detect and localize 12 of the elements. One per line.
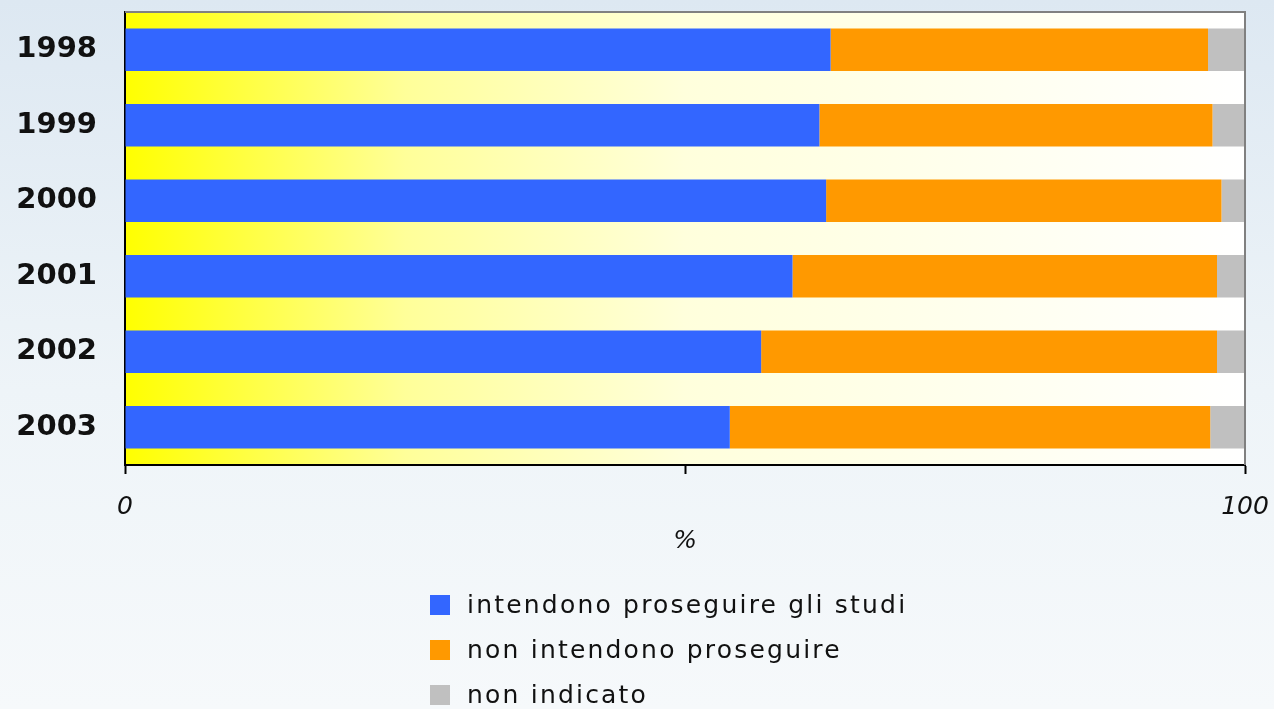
- y-tick-label: 2000: [16, 181, 97, 216]
- y-tick-label: 2001: [16, 256, 97, 291]
- y-tick-label: 2002: [16, 332, 97, 367]
- y-tick-label: 1998: [16, 30, 97, 65]
- x-tick-label: 0: [117, 490, 133, 520]
- x-axis-title: %: [673, 524, 697, 554]
- x-tick-label: 100: [1221, 490, 1269, 520]
- legend-label: intendono proseguire gli studi: [467, 590, 908, 619]
- legend-label: non indicato: [467, 680, 649, 709]
- y-tick-label: 1999: [16, 105, 97, 140]
- y-tick-label: 2003: [16, 407, 97, 442]
- legend-label: non intendono proseguire: [467, 635, 842, 664]
